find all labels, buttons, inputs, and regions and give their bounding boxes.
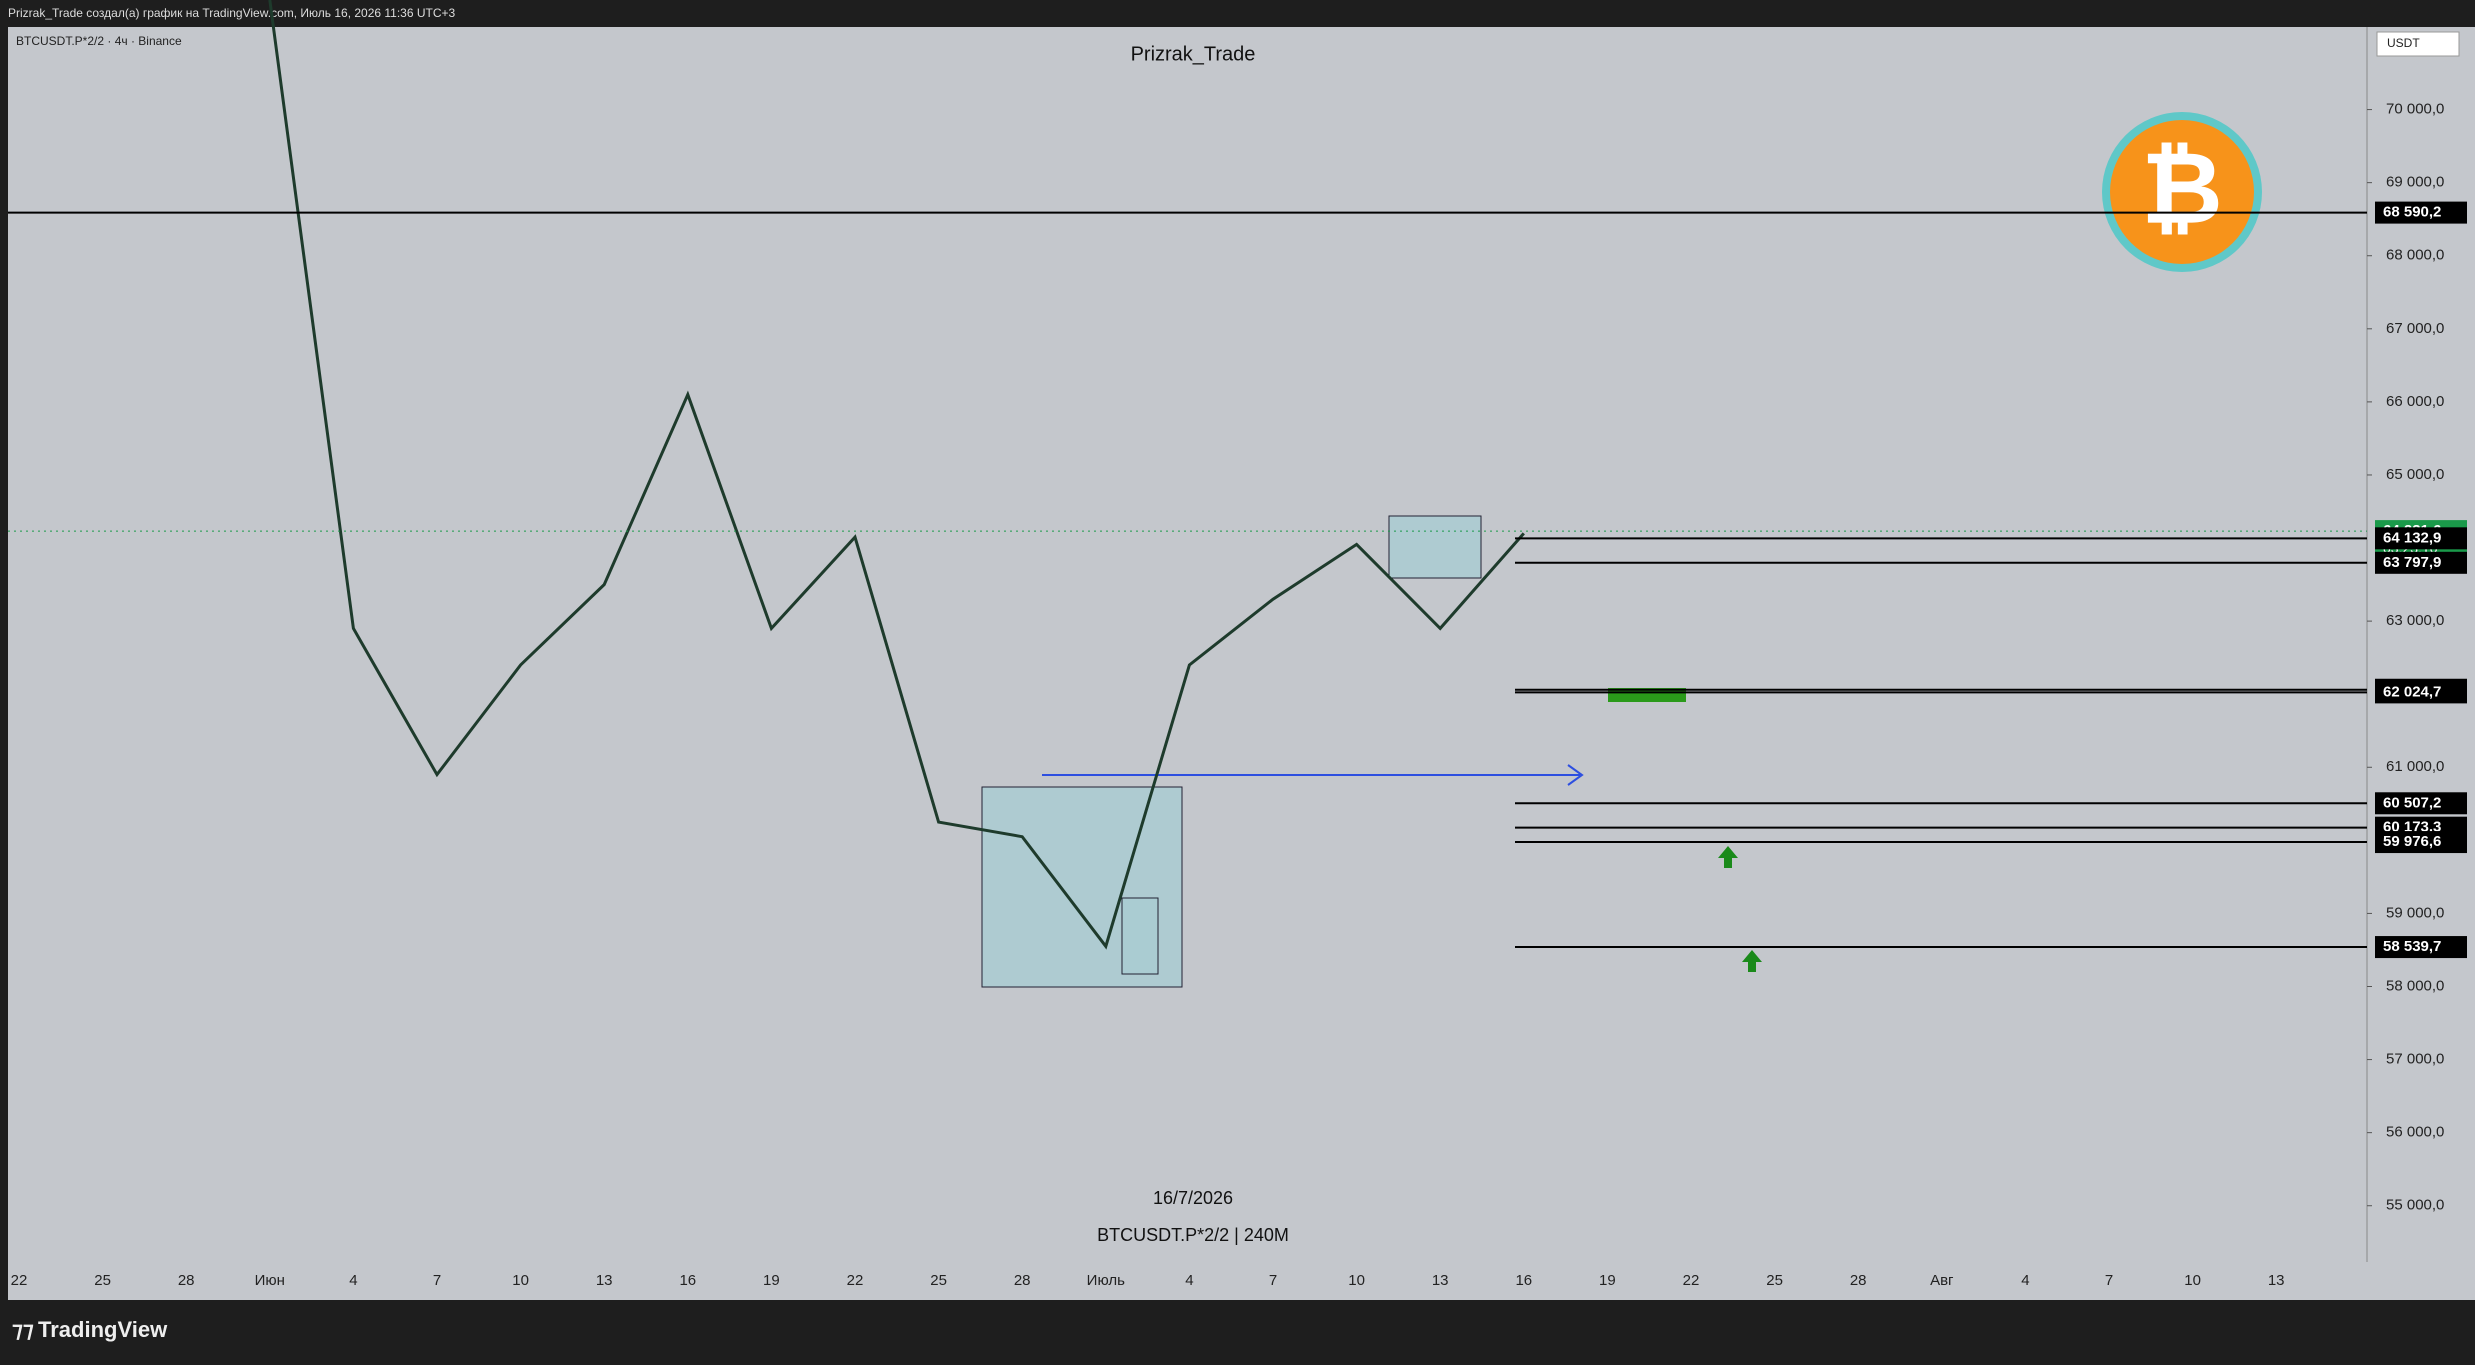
x-tick-label: Июль bbox=[1087, 1272, 1125, 1289]
brand: TradingView bbox=[38, 1317, 168, 1342]
y-tick-label: 56 000,0 bbox=[2386, 1124, 2444, 1141]
chart-title: Prizrak_Trade bbox=[1131, 43, 1256, 65]
y-tick-label: 66 000,0 bbox=[2386, 393, 2444, 410]
y-tick-label: 65 000,0 bbox=[2386, 466, 2444, 483]
price-label: 59 976,6 bbox=[2383, 833, 2441, 850]
x-tick-label: 13 bbox=[2268, 1272, 2285, 1289]
x-tick-label: 7 bbox=[2105, 1272, 2113, 1289]
annotation: BTCUSDT.P*2/2 | 240M bbox=[1097, 1225, 1289, 1245]
x-tick-label: 10 bbox=[2184, 1272, 2201, 1289]
up-arrow bbox=[1742, 950, 1762, 972]
price-label: 58 539,7 bbox=[2383, 938, 2441, 955]
x-tick-label: 16 bbox=[1515, 1272, 1532, 1289]
x-tick-label: 22 bbox=[1683, 1272, 1700, 1289]
x-tick-label: Авг bbox=[1930, 1272, 1954, 1289]
x-tick-label: 28 bbox=[1014, 1272, 1031, 1289]
x-tick-label: 22 bbox=[11, 1272, 28, 1289]
x-tick-label: 28 bbox=[178, 1272, 195, 1289]
y-tick-label: 55 000,0 bbox=[2386, 1197, 2444, 1214]
y-tick-label: 59 000,0 bbox=[2386, 904, 2444, 921]
brand-icon: ⁊⁊ bbox=[12, 1317, 34, 1342]
y-tick-label: 69 000,0 bbox=[2386, 174, 2444, 191]
y-tick-label: 61 000,0 bbox=[2386, 758, 2444, 775]
x-tick-label: 25 bbox=[930, 1272, 947, 1289]
y-tick-label: 68 000,0 bbox=[2386, 247, 2444, 264]
zone bbox=[1121, 897, 1159, 975]
plot-area bbox=[8, 27, 2367, 1262]
price-label-box bbox=[2375, 527, 2467, 550]
x-tick-label: 19 bbox=[1599, 1272, 1616, 1289]
price-label-box bbox=[2375, 936, 2467, 959]
x-tick-label: 7 bbox=[433, 1272, 441, 1289]
price-line bbox=[268, 0, 1525, 950]
symbol-info: BTCUSDT.P*2/2 · 4ч · Binance bbox=[16, 34, 182, 48]
price-label-box bbox=[2375, 551, 2467, 574]
arrow-head bbox=[1567, 764, 1584, 786]
x-tick-label: 16 bbox=[679, 1272, 696, 1289]
price-label: 62 024,7 bbox=[2383, 683, 2441, 700]
x-axis-panel bbox=[8, 1262, 2475, 1300]
header: Prizrak_Trade создал(а) график на Tradin… bbox=[8, 6, 456, 20]
up-arrow bbox=[1718, 846, 1738, 868]
price-label-box bbox=[2375, 201, 2467, 224]
price-label-box bbox=[2375, 792, 2467, 815]
x-tick-label: 22 bbox=[847, 1272, 864, 1289]
logo bbox=[2110, 120, 2254, 264]
currency: USDT bbox=[2387, 36, 2420, 50]
x-tick-label: 25 bbox=[94, 1272, 111, 1289]
annotation: 16/7/2026 bbox=[1153, 1188, 1233, 1208]
zone bbox=[1388, 515, 1482, 579]
price-label-box bbox=[2375, 681, 2467, 704]
price-label: 63 797,9 bbox=[2383, 554, 2441, 571]
x-tick-label: 7 bbox=[1269, 1272, 1277, 1289]
price-label: 68 590,2 bbox=[2383, 204, 2441, 221]
x-tick-label: 4 bbox=[349, 1272, 357, 1289]
y-axis-panel bbox=[2367, 27, 2475, 1262]
logo-symbol: ₿ bbox=[2141, 132, 2223, 244]
y-tick-label: 63 000,0 bbox=[2386, 612, 2444, 629]
x-tick-label: 13 bbox=[596, 1272, 613, 1289]
x-tick-label: 4 bbox=[1185, 1272, 1193, 1289]
x-tick-label: 19 bbox=[763, 1272, 780, 1289]
x-tick-label: 25 bbox=[1766, 1272, 1783, 1289]
x-tick-label: 10 bbox=[512, 1272, 529, 1289]
x-tick-label: 10 bbox=[1348, 1272, 1365, 1289]
y-tick-label: 58 000,0 bbox=[2386, 977, 2444, 994]
x-tick-label: 28 bbox=[1850, 1272, 1867, 1289]
y-tick-label: 57 000,0 bbox=[2386, 1051, 2444, 1068]
price-label-box bbox=[2375, 831, 2467, 854]
y-tick-label: 67 000,0 bbox=[2386, 320, 2444, 337]
x-tick-label: 4 bbox=[2021, 1272, 2029, 1289]
price-label: 60 507,2 bbox=[2383, 794, 2441, 811]
x-tick-label: Июн bbox=[255, 1272, 285, 1289]
x-tick-label: 13 bbox=[1432, 1272, 1449, 1289]
currency-box bbox=[2376, 31, 2460, 57]
y-tick-label: 70 000,0 bbox=[2386, 101, 2444, 118]
price-label: 64 132,9 bbox=[2383, 529, 2441, 546]
